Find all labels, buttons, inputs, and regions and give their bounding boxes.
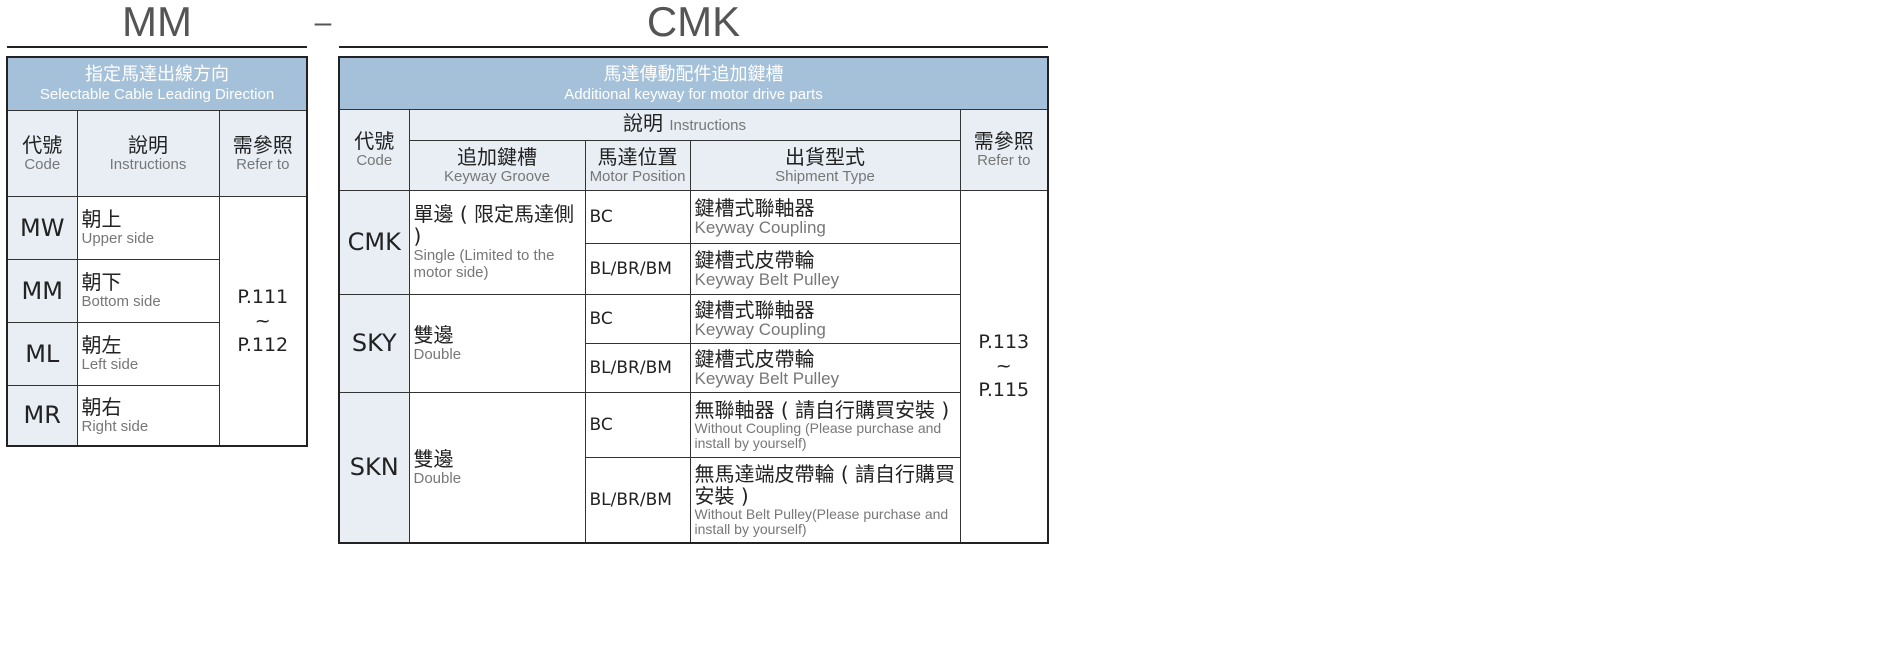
- left-title-rule: [7, 46, 307, 48]
- instruction-cell: 朝左 Left side: [76, 321, 220, 386]
- table-row: BL/BR/BM 鍵槽式皮帶輪 Keyway Belt Pulley: [339, 242, 1048, 295]
- table-row: BL/BR/BM 無馬達端皮帶輪 ( 請自行購買安裝 ) Without Belt…: [339, 456, 1048, 544]
- shipment-cell: 鍵槽式聯軸器 Keyway Coupling: [689, 293, 961, 344]
- column-header-motor-position: 馬達位置 Motor Position: [584, 139, 691, 191]
- code-cell: MW: [6, 195, 78, 260]
- refer-cell: P.111 ~ P.112: [218, 195, 308, 447]
- shipment-cell: 鍵槽式皮帶輪 Keyway Belt Pulley: [689, 342, 961, 393]
- table-row: SKY 雙邊 Double BC 鍵槽式聯軸器 Keyway Coupling: [338, 293, 1048, 393]
- position-cell: BC: [584, 391, 691, 458]
- column-header-shipment-type: 出貨型式 Shipment Type: [689, 139, 961, 191]
- code-cell: ML: [6, 321, 78, 386]
- position-cell: BL/BR/BM: [584, 342, 691, 393]
- instruction-cell: 朝下 Bottom side: [76, 258, 220, 323]
- code-cell: SKN: [338, 391, 410, 544]
- keyway-cell: 單邊 ( 限定馬達側 ) Single (Limited to the motor…: [408, 189, 586, 295]
- left-title: MM: [122, 0, 192, 45]
- right-title: CMK: [646, 0, 741, 45]
- table-row: ML 朝左 Left side: [6, 321, 307, 386]
- keyway-cell: 雙邊 Double: [408, 293, 586, 393]
- shipment-cell: 鍵槽式皮帶輪 Keyway Belt Pulley: [689, 242, 961, 295]
- column-header-code: 代號 Code: [338, 108, 410, 191]
- column-header-keyway-groove: 追加鍵槽 Keyway Groove: [408, 139, 586, 191]
- table-row: SKN 雙邊 Double BC 無聯軸器 ( 請自行購買安裝 ) Without …: [338, 391, 1048, 544]
- cable-direction-table: 指定馬達出線方向 Selectable Cable Leading Directi…: [6, 56, 309, 447]
- shipment-cell: 鍵槽式聯軸器 Keyway Coupling: [689, 189, 961, 244]
- position-cell: BC: [584, 189, 691, 244]
- shipment-cell: 無聯軸器 ( 請自行購買安裝 ) Without Coupling (Please…: [689, 391, 961, 458]
- instruction-cell: 朝右 Right side: [76, 384, 220, 447]
- column-header-instructions: 說明 Instructions: [408, 108, 961, 141]
- column-header-code: 代號 Code: [6, 109, 78, 197]
- shipment-cell: 無馬達端皮帶輪 ( 請自行購買安裝 ) Without Belt Pulley(P…: [689, 456, 961, 544]
- keyway-table: 馬達傳動配件追加鍵槽 Additional keyway for motor dr…: [338, 56, 1050, 544]
- code-cell: MR: [6, 384, 78, 447]
- column-header-instructions: 說明 Instructions: [76, 109, 220, 197]
- table-row: MR 朝右 Right side: [6, 384, 307, 447]
- table-row: MW 朝上 Upper side P.111 ~ P.112: [6, 195, 308, 447]
- title-dash: –: [314, 6, 332, 39]
- code-cell: SKY: [338, 293, 410, 393]
- position-cell: BL/BR/BM: [584, 242, 691, 295]
- right-title-rule: [339, 46, 1048, 48]
- column-header-refer: 需參照 Refer to: [218, 109, 308, 197]
- column-header-refer: 需參照 Refer to: [959, 108, 1049, 191]
- code-cell: MM: [6, 258, 78, 323]
- table-row: CMK 單邊 ( 限定馬達側 ) Single (Limited to the m…: [338, 189, 1049, 544]
- code-cell: CMK: [338, 189, 410, 295]
- table-header: 指定馬達出線方向 Selectable Cable Leading Directi…: [6, 56, 308, 111]
- position-cell: BL/BR/BM: [584, 456, 691, 544]
- refer-cell: P.113 ~ P.115: [959, 189, 1049, 544]
- keyway-cell: 雙邊 Double: [408, 391, 586, 544]
- table-header: 馬達傳動配件追加鍵槽 Additional keyway for motor dr…: [338, 56, 1049, 110]
- position-cell: BC: [584, 293, 691, 344]
- instruction-cell: 朝上 Upper side: [76, 195, 220, 260]
